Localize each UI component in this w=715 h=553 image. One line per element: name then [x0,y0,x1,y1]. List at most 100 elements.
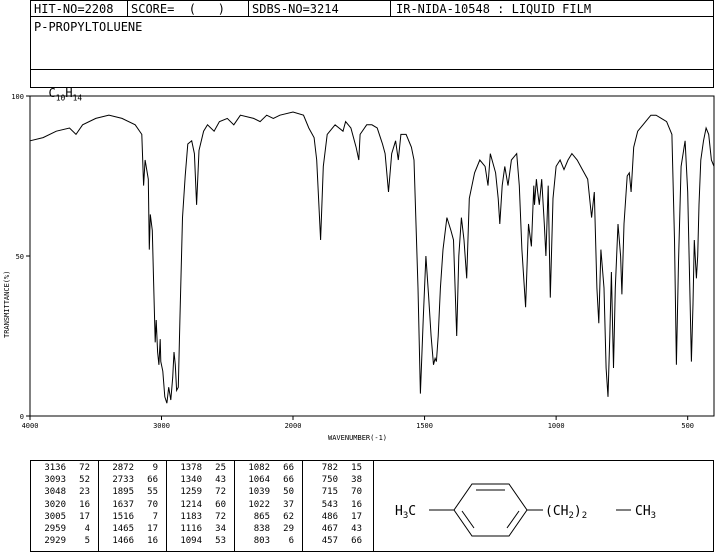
peak-transmittance: 17 [147,524,158,534]
peak-wavenumber: 1183 [180,511,202,522]
peak-wavenumber: 1094 [180,536,202,547]
header-divider-1 [127,0,128,17]
peak-transmittance: 4 [84,524,90,534]
peak-wavenumber: 838 [253,524,270,534]
peak-wavenumber: 486 [321,511,338,522]
peak-transmittance: 70 [147,499,158,510]
peak-wavenumber: 782 [321,463,338,473]
x-tick-label: 2000 [285,422,302,430]
peak-transmittance: 15 [351,463,362,473]
peak-transmittance: 72 [79,463,90,473]
peak-transmittance: 38 [351,475,362,486]
peak-transmittance: 72 [215,487,226,498]
propyl-chain-label: (CH2)2 [545,504,587,521]
peak-wavenumber: 865 [253,511,270,522]
methyl-group-label: H3C [395,504,416,521]
peak-wavenumber: 1039 [248,487,270,498]
y-tick-label: 50 [16,253,24,261]
hit-number: HIT-NO=2208 [34,2,114,16]
peak-transmittance: 60 [215,499,226,510]
peak-transmittance: 37 [283,499,294,510]
peak-wavenumber: 2733 [112,475,134,486]
peak-transmittance: 16 [351,499,362,510]
peak-transmittance: 62 [283,511,294,522]
x-tick-label: 1500 [416,422,433,430]
peak-wavenumber: 457 [321,536,338,547]
plot-frame [29,95,715,417]
peak-wavenumber: 1895 [112,487,134,498]
peak-wavenumber: 1516 [112,511,134,522]
ring-inner-bond-3 [506,510,520,529]
x-axis-label: WAVENUMBER(-1) [328,434,387,442]
x-tick-label: 4000 [22,422,39,430]
compound-box [30,16,714,88]
header-divider-3 [390,0,391,17]
x-tick-label: 3000 [153,422,170,430]
peak-transmittance: 50 [283,487,294,498]
y-tick-label: 0 [20,413,24,421]
x-tick-label: 500 [681,422,694,430]
formula-divider [30,69,714,70]
peak-wavenumber: 543 [321,499,338,510]
peak-wavenumber: 2929 [44,536,66,547]
peak-wavenumber: 3048 [44,487,66,498]
peak-table-divider [166,460,167,552]
peak-transmittance: 23 [79,487,90,498]
score: SCORE= ( ) [131,2,225,16]
peak-wavenumber: 2959 [44,524,66,534]
peak-wavenumber: 3005 [44,511,66,522]
peak-table-divider [302,460,303,552]
peak-transmittance: 53 [215,536,226,547]
y-tick-label: 100 [11,93,24,101]
peak-transmittance: 55 [147,487,158,498]
peak-transmittance: 43 [215,475,226,486]
ir-measurement-info: IR-NIDA-10548 : LIQUID FILM [396,2,592,16]
peak-wavenumber: 1064 [248,475,270,486]
peak-transmittance: 34 [215,524,226,534]
compound-name: P-PROPYLTOLUENE [34,20,143,34]
peak-wavenumber: 1378 [180,463,202,473]
peak-transmittance: 9 [152,463,158,473]
structure-box [373,460,714,552]
peak-wavenumber: 1340 [180,475,202,486]
peak-transmittance: 7 [152,511,158,522]
y-axis-label: TRANSMITTANCE(%) [3,271,11,338]
peak-table-divider [98,460,99,552]
peak-transmittance: 17 [79,511,90,522]
peak-transmittance: 17 [351,511,362,522]
peak-wavenumber: 3093 [44,475,66,486]
peak-transmittance: 16 [147,536,158,547]
peak-transmittance: 25 [215,463,226,473]
peak-wavenumber: 3136 [44,463,66,473]
peak-wavenumber: 750 [321,475,338,486]
peak-transmittance: 5 [84,536,90,547]
peak-transmittance: 29 [283,524,294,534]
ring-inner-bond-2 [461,510,475,529]
peak-wavenumber: 1637 [112,499,134,510]
peak-wavenumber: 1466 [112,536,134,547]
spectrum-line [29,111,715,404]
benzene-ring [453,483,528,537]
peak-table-divider [234,460,235,552]
terminal-methyl-label: CH3 [635,504,656,521]
peak-wavenumber: 1259 [180,487,202,498]
ir-spectrum-chart: 0 50 100 4000 3000 2000 1500 1000 500 TRANSMITT… [3,93,715,442]
x-tick-label: 1000 [548,422,565,430]
peak-wavenumber: 1082 [248,463,270,473]
peak-wavenumber: 1214 [180,499,202,510]
molecular-formula: C10H14 [48,86,83,103]
peak-wavenumber: 3020 [44,499,66,510]
peak-transmittance: 66 [283,475,294,486]
peak-transmittance: 66 [351,536,362,547]
peak-wavenumber: 2872 [112,463,134,473]
peak-transmittance: 66 [147,475,158,486]
peak-wavenumber: 1022 [248,499,270,510]
peak-transmittance: 70 [351,487,362,498]
header-divider-2 [248,0,249,17]
peak-transmittance: 43 [351,524,362,534]
structure-diagram: H3C (CH2)2 CH3 [395,483,656,537]
peak-transmittance: 72 [215,511,226,522]
peak-wavenumber: 1465 [112,524,134,534]
peak-wavenumber: 715 [321,487,338,498]
peak-wavenumber: 467 [321,524,338,534]
